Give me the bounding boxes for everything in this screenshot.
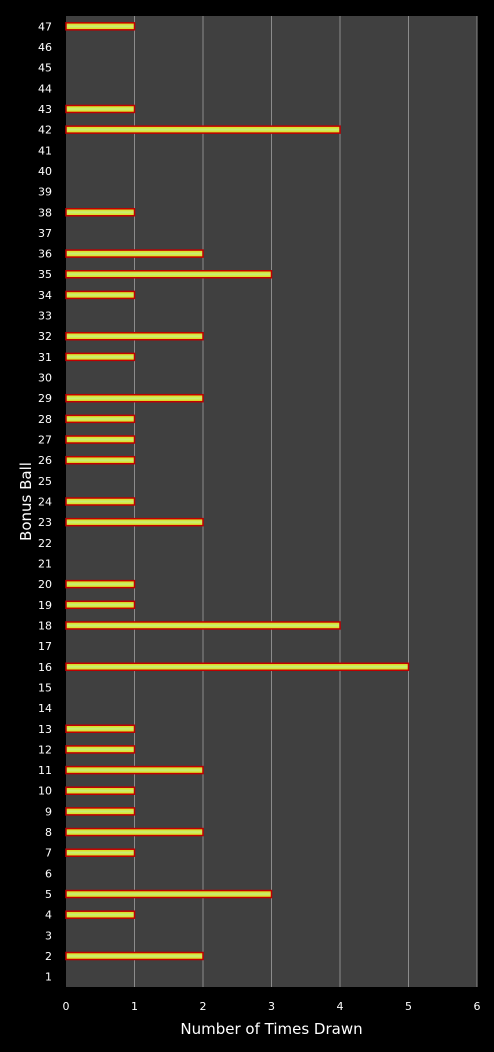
bar-12 bbox=[65, 745, 136, 754]
y-tick-label: 8 bbox=[45, 826, 52, 839]
bar-26 bbox=[65, 455, 136, 465]
y-tick-label: 12 bbox=[38, 743, 52, 756]
y-tick-label: 29 bbox=[38, 392, 52, 405]
bar-16 bbox=[65, 662, 410, 672]
bar-10 bbox=[65, 786, 136, 795]
y-tick-label: 18 bbox=[38, 619, 52, 632]
bar-18 bbox=[65, 621, 341, 630]
y-tick-label: 45 bbox=[38, 62, 52, 75]
bar-42 bbox=[65, 125, 341, 134]
y-tick-label: 24 bbox=[38, 496, 52, 509]
y-tick-label: 14 bbox=[38, 702, 52, 715]
y-tick-label: 40 bbox=[38, 165, 52, 178]
bar-31 bbox=[65, 352, 136, 362]
x-tick-labels: 0 1 2 3 4 5 6 bbox=[63, 1000, 481, 1013]
y-tick-label: 2 bbox=[45, 950, 52, 963]
y-tick-label: 44 bbox=[38, 82, 52, 95]
bar-38 bbox=[65, 208, 136, 217]
y-tick-label: 16 bbox=[38, 661, 52, 674]
y-tick-label: 25 bbox=[38, 475, 52, 488]
y-tick-label: 19 bbox=[38, 599, 52, 612]
bar-27 bbox=[65, 435, 136, 444]
bar-9 bbox=[65, 807, 136, 816]
bar-19 bbox=[65, 600, 136, 610]
y-tick-label: 4 bbox=[45, 909, 52, 922]
y-tick-label: 46 bbox=[38, 41, 52, 54]
y-tick-label: 28 bbox=[38, 413, 52, 426]
bar-8 bbox=[65, 827, 204, 837]
y-tick-label: 31 bbox=[38, 351, 52, 364]
y-tick-label: 43 bbox=[38, 103, 52, 116]
y-tick-label: 26 bbox=[38, 454, 52, 467]
bar-43 bbox=[65, 104, 136, 114]
bar-7 bbox=[65, 848, 136, 857]
bar-2 bbox=[65, 951, 204, 961]
y-tick-label: 6 bbox=[45, 867, 52, 880]
y-tick-label: 38 bbox=[38, 206, 52, 219]
bar-36 bbox=[65, 249, 204, 258]
bar-11 bbox=[65, 765, 204, 775]
y-tick-label: 21 bbox=[38, 557, 52, 570]
y-tick-label: 34 bbox=[38, 289, 52, 302]
bar-23 bbox=[65, 517, 204, 527]
gridlines bbox=[134, 16, 478, 987]
y-tick-label: 39 bbox=[38, 186, 52, 199]
bar-5 bbox=[65, 889, 273, 899]
x-axis-title: Number of Times Drawn bbox=[180, 1020, 362, 1038]
y-tick-label: 15 bbox=[38, 681, 52, 694]
y-tick-label: 33 bbox=[38, 310, 52, 323]
y-tick-label: 37 bbox=[38, 227, 52, 240]
y-tick-labels: 1234567891011121314151617181920212223242… bbox=[38, 20, 52, 983]
bar-13 bbox=[65, 724, 136, 734]
bar-20 bbox=[65, 579, 136, 589]
y-tick-label: 10 bbox=[38, 785, 52, 798]
y-tick-label: 36 bbox=[38, 248, 52, 261]
y-tick-label: 13 bbox=[38, 723, 52, 736]
bar-28 bbox=[65, 414, 136, 424]
y-tick-label: 3 bbox=[45, 929, 52, 942]
y-tick-label: 41 bbox=[38, 144, 52, 157]
y-tick-label: 30 bbox=[38, 372, 52, 385]
x-tick-label: 0 bbox=[63, 1000, 70, 1013]
y-tick-label: 32 bbox=[38, 330, 52, 343]
y-tick-label: 1 bbox=[45, 971, 52, 984]
x-tick-label: 5 bbox=[405, 1000, 412, 1013]
y-axis-title: Bonus Ball bbox=[17, 462, 35, 541]
y-tick-label: 5 bbox=[45, 888, 52, 901]
y-tick-label: 27 bbox=[38, 434, 52, 447]
y-tick-label: 17 bbox=[38, 640, 52, 653]
y-tick-label: 22 bbox=[38, 537, 52, 550]
x-tick-label: 3 bbox=[268, 1000, 275, 1013]
y-tick-label: 11 bbox=[38, 764, 52, 777]
x-tick-label: 2 bbox=[200, 1000, 207, 1013]
bar-34 bbox=[65, 290, 136, 300]
bar-24 bbox=[65, 497, 136, 506]
y-tick-label: 9 bbox=[45, 805, 52, 818]
x-tick-label: 1 bbox=[131, 1000, 138, 1013]
x-tick-label: 4 bbox=[337, 1000, 344, 1013]
y-tick-label: 42 bbox=[38, 124, 52, 137]
y-tick-label: 47 bbox=[38, 20, 52, 33]
y-tick-label: 23 bbox=[38, 516, 52, 529]
bar-32 bbox=[65, 331, 204, 341]
bars bbox=[65, 22, 410, 961]
bar-47 bbox=[65, 22, 136, 31]
bar-29 bbox=[65, 393, 204, 403]
y-tick-label: 7 bbox=[45, 847, 52, 860]
x-tick-label: 6 bbox=[474, 1000, 481, 1013]
bar-35 bbox=[65, 269, 273, 279]
bar-4 bbox=[65, 910, 136, 919]
y-tick-label: 35 bbox=[38, 268, 52, 281]
y-tick-label: 20 bbox=[38, 578, 52, 591]
